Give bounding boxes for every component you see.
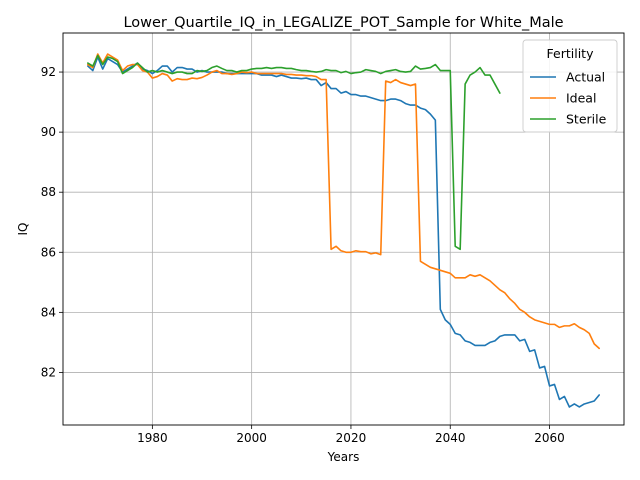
series-line-sterile <box>87 54 501 251</box>
legend-title: Fertility <box>547 46 595 61</box>
plot-frame <box>62 32 625 426</box>
y-tick-label: 82 <box>41 365 56 379</box>
legend: Fertility Actual Ideal Sterile <box>522 39 618 133</box>
series-line-actual <box>87 56 600 408</box>
legend-label-ideal: Ideal <box>566 91 596 106</box>
series-group <box>87 53 600 408</box>
legend-label-actual: Actual <box>566 70 605 85</box>
x-axis-label: Years <box>327 450 360 464</box>
y-tick-label: 88 <box>41 185 56 199</box>
y-axis-label: IQ <box>16 223 30 236</box>
series-line-ideal <box>87 53 600 350</box>
y-tick-label: 90 <box>41 125 56 139</box>
legend-box <box>522 39 618 133</box>
y-tick-label: 86 <box>41 245 56 259</box>
y-tick-label: 84 <box>41 305 56 319</box>
y-tick-label: 92 <box>41 65 56 79</box>
x-tick-label: 2040 <box>435 431 466 445</box>
legend-label-sterile: Sterile <box>566 112 607 127</box>
x-tick-label: 2000 <box>236 431 267 445</box>
ticks: 1980 2000 2020 2040 2060 82 84 86 88 90 92 <box>41 65 565 445</box>
x-tick-label: 1980 <box>137 431 168 445</box>
x-tick-label: 2020 <box>336 431 367 445</box>
x-tick-label: 2060 <box>534 431 565 445</box>
chart-title: Lower_Quartile_IQ_in_LEGALIZE_POT_Sample… <box>123 15 563 31</box>
